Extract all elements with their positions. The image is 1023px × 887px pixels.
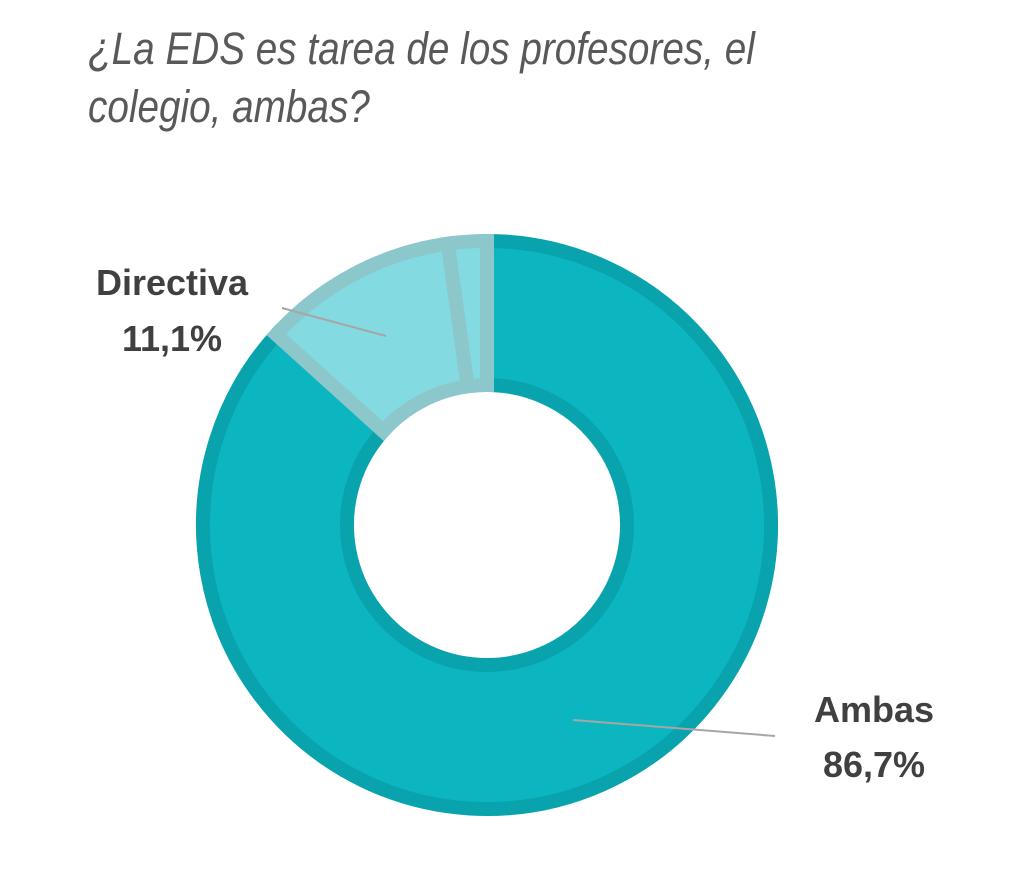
label-ambas-value: 86,7% <box>823 744 925 785</box>
chart-title: ¿La EDS es tarea de los profesores, el c… <box>88 23 755 132</box>
label-directiva-name: Directiva <box>96 262 249 303</box>
slices-group <box>196 233 778 816</box>
leader-line-directiva <box>281 307 387 337</box>
leader-line-ambas <box>572 719 776 737</box>
label-ambas-name: Ambas <box>814 689 934 730</box>
label-directiva-value: 11,1% <box>122 318 222 359</box>
slice-other-2 <box>439 233 494 395</box>
slice-ambas <box>196 233 778 816</box>
